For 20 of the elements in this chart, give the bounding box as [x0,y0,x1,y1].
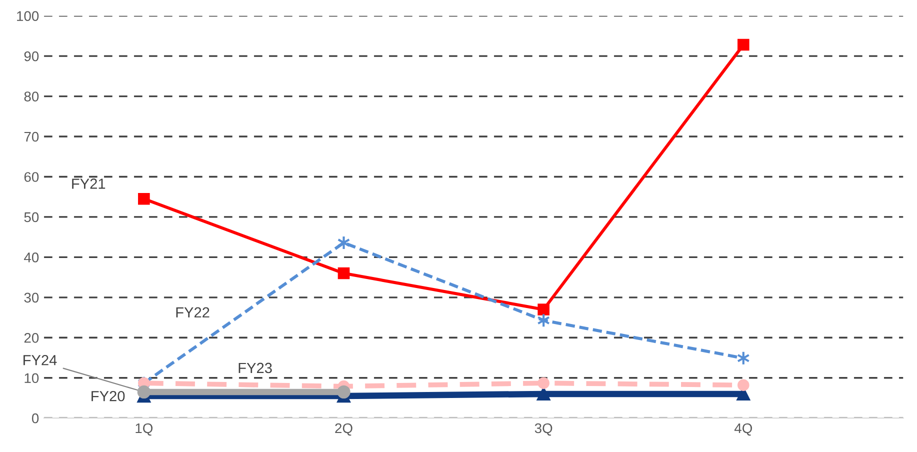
series-label: FY20 [92,390,125,402]
x-tick-label: 2Q [335,423,352,436]
y-tick-label: 90 [24,51,39,62]
text: FY24 [24,354,57,366]
y-tick-label: 80 [24,92,39,102]
y-tick-label: 50 [24,212,39,222]
y-tick-label: 20 [24,332,39,343]
y-tick-label: 10 [24,373,39,384]
y-tick-label: 40 [24,252,39,262]
y-tick-label: 60 [24,172,39,182]
x-tick-label: 1Q [136,423,153,436]
y-tick-label: 30 [24,292,39,303]
y-tick-label: 100 [17,11,39,21]
series-label: FY22 [176,307,210,318]
y-tick-label: 0 [32,413,39,424]
x-tick-label: 3Q [534,423,552,436]
x-tick-label: 4Q [734,423,752,436]
series-label: FY23 [238,362,272,374]
y-tick-label: 70 [24,132,39,142]
text: FY21 [72,178,106,189]
